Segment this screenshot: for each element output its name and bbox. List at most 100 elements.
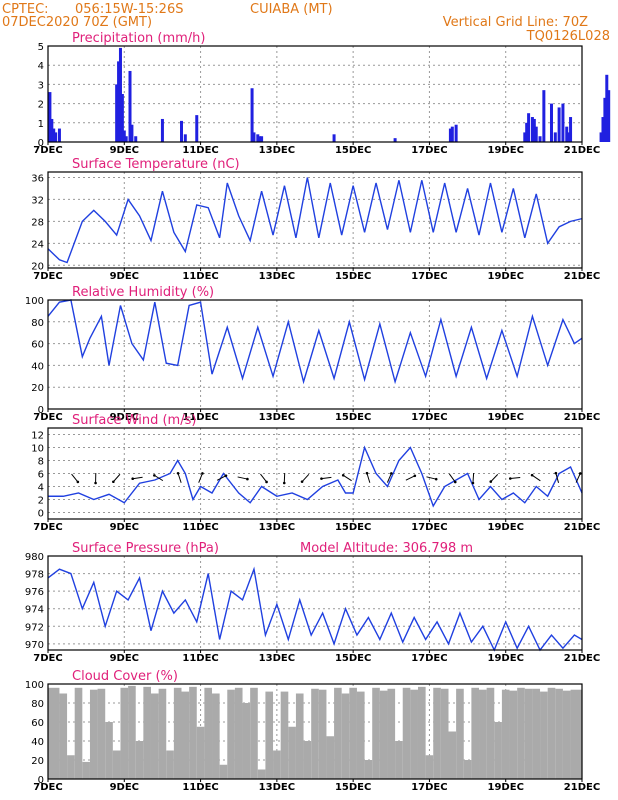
precipitation-bar [258,136,262,142]
precipitation-bar [260,136,264,142]
cloud-cover-bar [250,687,258,779]
cloud-cover-bar [166,750,174,779]
humidity-xtick-label: 15DEC [335,412,371,423]
precipitation-xtick-label: 21DEC [564,145,600,156]
wind-xtick-label: 13DEC [259,522,295,533]
cloud-cover-bar [547,687,556,779]
cloud-cover-bar [379,690,388,779]
precipitation-xtick-label: 19DEC [488,145,524,156]
cloud-cover-bar [448,731,457,779]
wind-arrow-icon [132,476,143,480]
cloud-cover-ytick-label: 40 [31,737,44,748]
precipitation-bar [605,74,609,142]
cloud-cover-xtick-label: 13DEC [259,782,295,793]
pressure-title: Surface Pressure (hPa) [72,541,219,556]
precipitation-bar [538,136,542,142]
temperature-panel: 20 24 28 32 36 7DEC 9DEC 11DEC 13DEC 15DEC 17DEC 19… [31,157,600,282]
cloud-cover-bar [433,687,441,779]
cloud-cover-bar [67,755,75,779]
cloud-cover-bar [112,750,121,779]
cloud-cover-xtick-label: 7DEC [33,782,62,793]
cloud-cover-bar [341,693,350,779]
cloud-cover-bar [570,689,582,779]
cloud-cover-bar [196,726,205,779]
wind-xtick-label: 11DEC [182,522,218,533]
wind-ytick-label: 12 [31,431,44,442]
wind-ytick-label: 2 [38,496,44,507]
cloud-cover-bar [555,688,563,779]
precipitation-bar [599,132,603,142]
cloud-cover-bar [402,687,411,779]
pressure-xtick-label: 21DEC [564,653,600,664]
humidity-ytick-label: 40 [31,361,44,372]
pressure-panel: 970 972 974 976 978 980 7DEC 9DEC 11DEC 13DEC 15DE… [25,541,600,664]
pressure-xtick-label: 11DEC [182,653,218,664]
cloud-cover-bar [532,688,541,779]
precipitation-frame [47,45,583,143]
wind-arrow-icon [154,474,164,482]
precipitation-xtick-label: 9DEC [110,145,139,156]
wind-arrow-head-icon [471,481,475,485]
cloud-cover-bar [265,691,274,779]
humidity-ytick-label: 80 [31,318,44,329]
cloud-cover-frame [47,683,583,780]
precipitation-bar [57,128,61,142]
cloud-cover-bar [334,687,342,779]
wind-arrow-icon [426,476,437,480]
wind-arrow-icon [510,477,521,479]
wind-arrow-head-icon [201,472,204,475]
precipitation-bar [454,124,458,142]
cloud-cover-bar [82,761,90,779]
humidity-ytick-label: 100 [25,296,44,307]
wind-series-line [48,445,583,508]
cloud-cover-bar [479,689,487,779]
cloud-cover-bar [150,693,159,779]
temperature-xtick-label: 9DEC [110,271,139,282]
wind-arrow-icon [531,474,541,482]
humidity-xtick-label: 17DEC [411,412,447,423]
precipitation-bar [603,97,607,142]
wind-arrow-icon [472,472,475,484]
pressure-ytick-label: 978 [25,570,44,581]
cloud-cover-bar [273,750,281,779]
header-run: 07DEC2020 70Z (GMT) [2,15,152,30]
wind-arrow-head-icon [413,474,417,478]
wind-arrow-head-icon [76,480,80,484]
wind-arrow-head-icon [341,473,345,477]
precipitation-xtick-label: 7DEC [33,145,62,156]
temperature-ytick-label: 28 [31,217,44,228]
precipitation-bar [134,136,138,142]
precipitation-bar [557,107,561,142]
precipitation-bar [256,134,260,142]
wind-arrow-head-icon [489,480,493,483]
precipitation-bar [393,138,397,142]
temperature-xtick-label: 11DEC [182,271,218,282]
wind-xtick-label: 21DEC [564,522,600,533]
humidity-xtick-label: 7DEC [33,412,62,423]
pressure-xtick-label: 13DEC [259,653,295,664]
wind-arrow-icon [260,473,267,483]
cloud-cover-bar [509,690,518,779]
wind-arrow-head-icon [300,480,304,483]
cloud-cover-bar [288,726,296,779]
wind-arrow-icon [237,476,248,480]
cloud-cover-bar [517,687,525,779]
precipitation-bar [553,132,557,142]
wind-arrow-head-icon [530,473,534,477]
wind-arrow-icon [366,473,371,483]
temperature-xtick-label: 21DEC [564,271,600,282]
header-coords: 056:15W-15:26S [75,2,183,17]
wind-arrow-head-icon [94,481,97,485]
wind-arrow-head-icon [112,480,115,484]
cloud-cover-bar [494,722,502,779]
cloud-cover-panel: 0 20 40 60 80 100 7DEC 9DEC 11DEC 13DEC 15DEC 17DEC… [25,669,600,793]
precipitation-bar [448,128,452,142]
wind-arrow-head-icon [508,477,512,480]
cloud-cover-bar [295,693,304,779]
wind-arrow-icon [555,473,560,483]
humidity-series-line [47,299,583,385]
precipitation-bar [567,132,571,142]
wind-title: Surface Wind (m/s) [72,413,196,428]
wind-ytick-label: 4 [38,483,44,494]
